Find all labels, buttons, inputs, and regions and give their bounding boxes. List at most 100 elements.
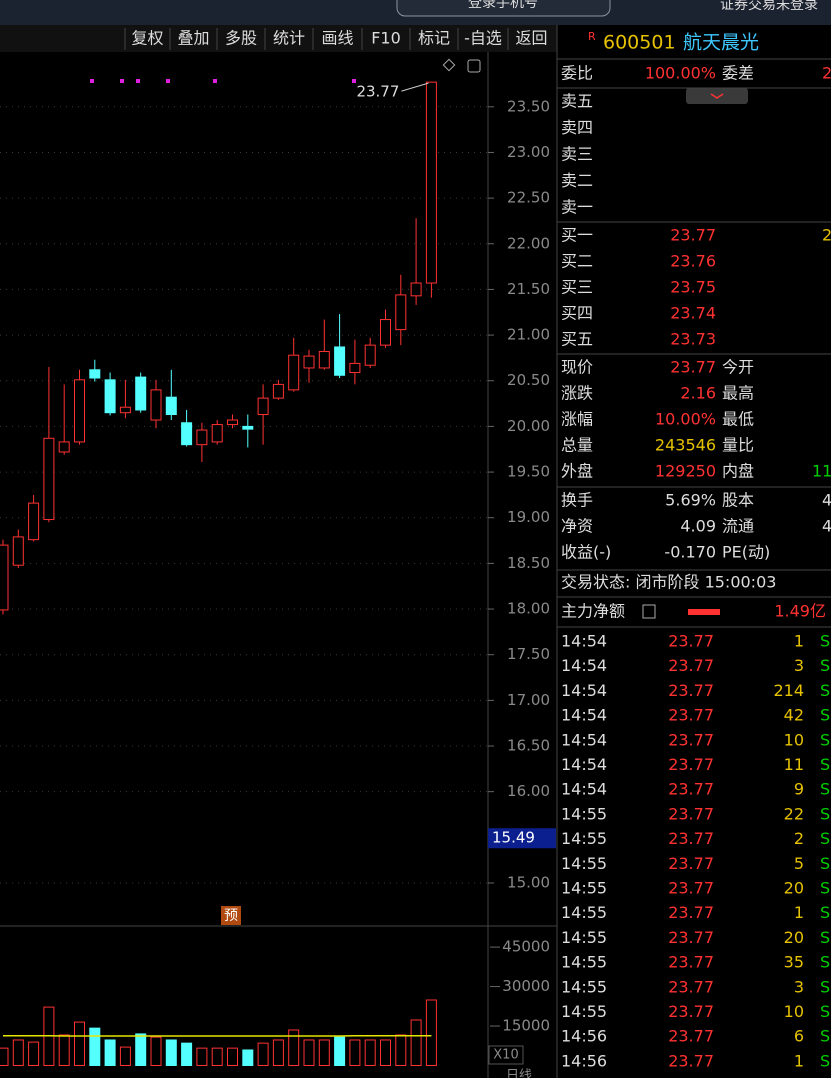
candle-body xyxy=(28,502,40,541)
toolbar-button[interactable]: 统计 xyxy=(273,29,305,48)
ask-label: 卖三 xyxy=(561,145,593,164)
tick-side: S xyxy=(820,1002,830,1021)
tick-side: S xyxy=(820,977,830,996)
tick-time: 14:55 xyxy=(561,977,607,996)
login-text[interactable]: 登录手机号 xyxy=(468,0,538,11)
tick-time: 14:55 xyxy=(561,879,607,898)
ask-label: 卖一 xyxy=(561,198,593,217)
main-flow-bar xyxy=(688,609,720,615)
volume-bar xyxy=(211,1047,223,1067)
volume-bar xyxy=(74,1021,85,1067)
candle-body xyxy=(211,424,223,443)
field-value: 4 xyxy=(822,491,831,510)
volume-bar xyxy=(0,1047,9,1067)
candle-body xyxy=(303,355,315,369)
diamond-icon[interactable] xyxy=(442,58,456,72)
field-label: 涨幅 xyxy=(561,410,593,429)
stock-code: 600501 xyxy=(603,32,676,54)
volume-bar xyxy=(89,1027,101,1066)
tick-time: 14:54 xyxy=(561,706,607,725)
tick-time: 14:55 xyxy=(561,829,607,848)
dropdown-chevron[interactable] xyxy=(710,93,724,99)
period-label[interactable]: 日线 xyxy=(506,1069,532,1078)
candle-body xyxy=(150,389,162,421)
field-value: 100.00% xyxy=(645,64,716,83)
y-tick-label: 18.00 xyxy=(507,600,550,618)
candle-body xyxy=(242,425,254,430)
candle-body xyxy=(119,406,131,414)
volume-bar xyxy=(242,1049,254,1066)
tick-time: 14:55 xyxy=(561,804,607,823)
field-label: 换手 xyxy=(561,491,593,510)
tick-price: 23.77 xyxy=(668,1027,714,1046)
login-button[interactable] xyxy=(396,0,611,17)
y-tick-label: 22.00 xyxy=(507,234,550,252)
candle-body xyxy=(318,351,330,369)
volume-bar xyxy=(349,1039,361,1066)
tick-side: S xyxy=(820,804,830,823)
toolbar-button[interactable]: 叠加 xyxy=(177,29,209,48)
candle-body xyxy=(364,344,376,366)
pre-label: 预 xyxy=(224,908,238,924)
tick-price: 23.77 xyxy=(668,730,714,749)
tick-volume: 1 xyxy=(794,632,804,651)
tick-side: S xyxy=(820,879,830,898)
volume-bar xyxy=(28,1041,40,1066)
y-tick-label: 23.50 xyxy=(507,97,550,115)
y-tick-label: 19.00 xyxy=(507,508,550,526)
candle-body xyxy=(227,419,238,426)
tick-price: 23.77 xyxy=(668,656,714,675)
dropdown-tab[interactable] xyxy=(686,88,748,104)
candle-body xyxy=(334,346,346,376)
bid-label: 买四 xyxy=(561,304,593,323)
bid-price: 23.73 xyxy=(670,330,716,349)
panel-icon[interactable] xyxy=(467,59,481,73)
field-value: -0.170 xyxy=(664,543,716,562)
volume-multiplier[interactable]: X10 xyxy=(493,1048,518,1063)
volume-bar xyxy=(410,1019,422,1067)
toolbar-button[interactable]: 多股 xyxy=(225,29,257,48)
ask-label: 卖二 xyxy=(561,171,593,190)
tick-side: S xyxy=(820,928,830,947)
field-value: 2.16 xyxy=(680,384,716,403)
candle-body xyxy=(410,282,422,297)
toolbar-button[interactable]: 复权 xyxy=(131,29,163,48)
tick-time: 14:54 xyxy=(561,656,607,675)
y-tick-label: 21.00 xyxy=(507,326,550,344)
stock-name: 航天晨光 xyxy=(683,32,759,54)
volume-bar xyxy=(288,1029,300,1067)
field-value: 11 xyxy=(812,462,831,481)
main-flow-icon[interactable] xyxy=(642,604,656,619)
toolbar-button[interactable]: 画线 xyxy=(321,29,353,48)
y-tick-label: 17.00 xyxy=(507,691,550,709)
multiplier-box[interactable] xyxy=(488,1045,524,1065)
field-value: 10.00% xyxy=(655,410,716,429)
field-value: 4 xyxy=(822,517,831,536)
toolbar-button[interactable]: -自选 xyxy=(464,29,502,48)
toolbar-button[interactable]: 标记 xyxy=(418,29,450,48)
volume-bar xyxy=(196,1047,208,1067)
tick-volume: 3 xyxy=(794,656,804,675)
candle-body xyxy=(135,376,147,411)
toolbar xyxy=(0,25,557,52)
badge: R xyxy=(588,30,596,43)
toolbar-button[interactable]: F10 xyxy=(371,29,401,48)
volume-bar xyxy=(272,1039,284,1066)
volume-bar xyxy=(364,1039,376,1066)
volume-bar xyxy=(334,1036,346,1067)
tick-volume: 10 xyxy=(784,1002,804,1021)
toolbar-button[interactable]: 返回 xyxy=(515,29,547,48)
y-tick-label: 23.00 xyxy=(507,143,550,161)
field-label: 内盘 xyxy=(722,462,754,481)
tick-time: 14:54 xyxy=(561,780,607,799)
bid-volume: 2 xyxy=(822,226,831,245)
tick-side: S xyxy=(820,632,830,651)
field-label: 现价 xyxy=(561,358,593,377)
field-label: 涨跌 xyxy=(561,384,593,403)
bid-label: 买五 xyxy=(561,330,593,349)
tick-price: 23.77 xyxy=(668,854,714,873)
field-label: 股本 xyxy=(722,491,754,510)
field-label: 今开 xyxy=(722,358,754,377)
ask-label: 卖四 xyxy=(561,118,593,137)
